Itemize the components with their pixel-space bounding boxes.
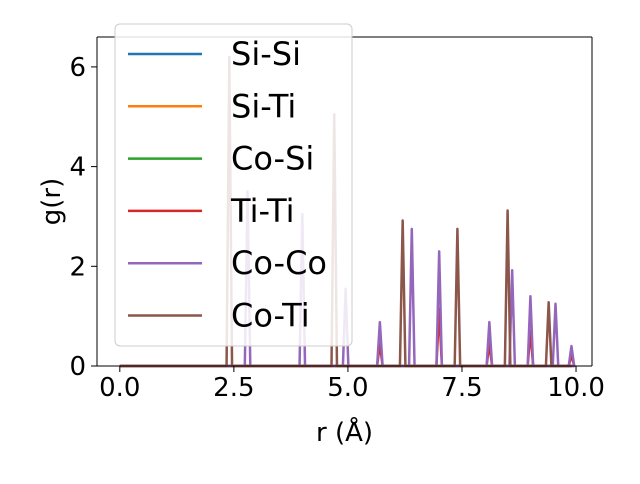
legend-label-co-co: Co-Co (231, 244, 327, 282)
x-tick-label: 10.0 (547, 373, 605, 403)
y-tick-label: 2 (69, 252, 86, 282)
legend-label-si-si: Si-Si (231, 35, 301, 73)
legend-label-co-ti: Co-Ti (231, 297, 310, 335)
y-tick-label: 4 (69, 153, 86, 183)
x-tick-label: 7.5 (441, 373, 482, 403)
legend: Si-Si Si-Ti Co-Si Ti-Ti Co-Co Co-Ti (114, 23, 353, 347)
legend-label-co-si: Co-Si (231, 140, 314, 178)
y-tick-label: 6 (69, 53, 86, 83)
legend-box (114, 23, 353, 347)
x-tick-label: 0.0 (99, 373, 140, 403)
x-tick-label: 2.5 (213, 373, 254, 403)
y-tick-label: 0 (69, 352, 86, 382)
legend-label-si-ti: Si-Ti (231, 87, 296, 125)
y-axis-label: g(r) (37, 178, 67, 225)
x-axis-label: r (Å) (316, 416, 373, 448)
legend-label-ti-ti: Ti-Ti (230, 192, 295, 230)
x-tick-label: 5.0 (327, 373, 368, 403)
